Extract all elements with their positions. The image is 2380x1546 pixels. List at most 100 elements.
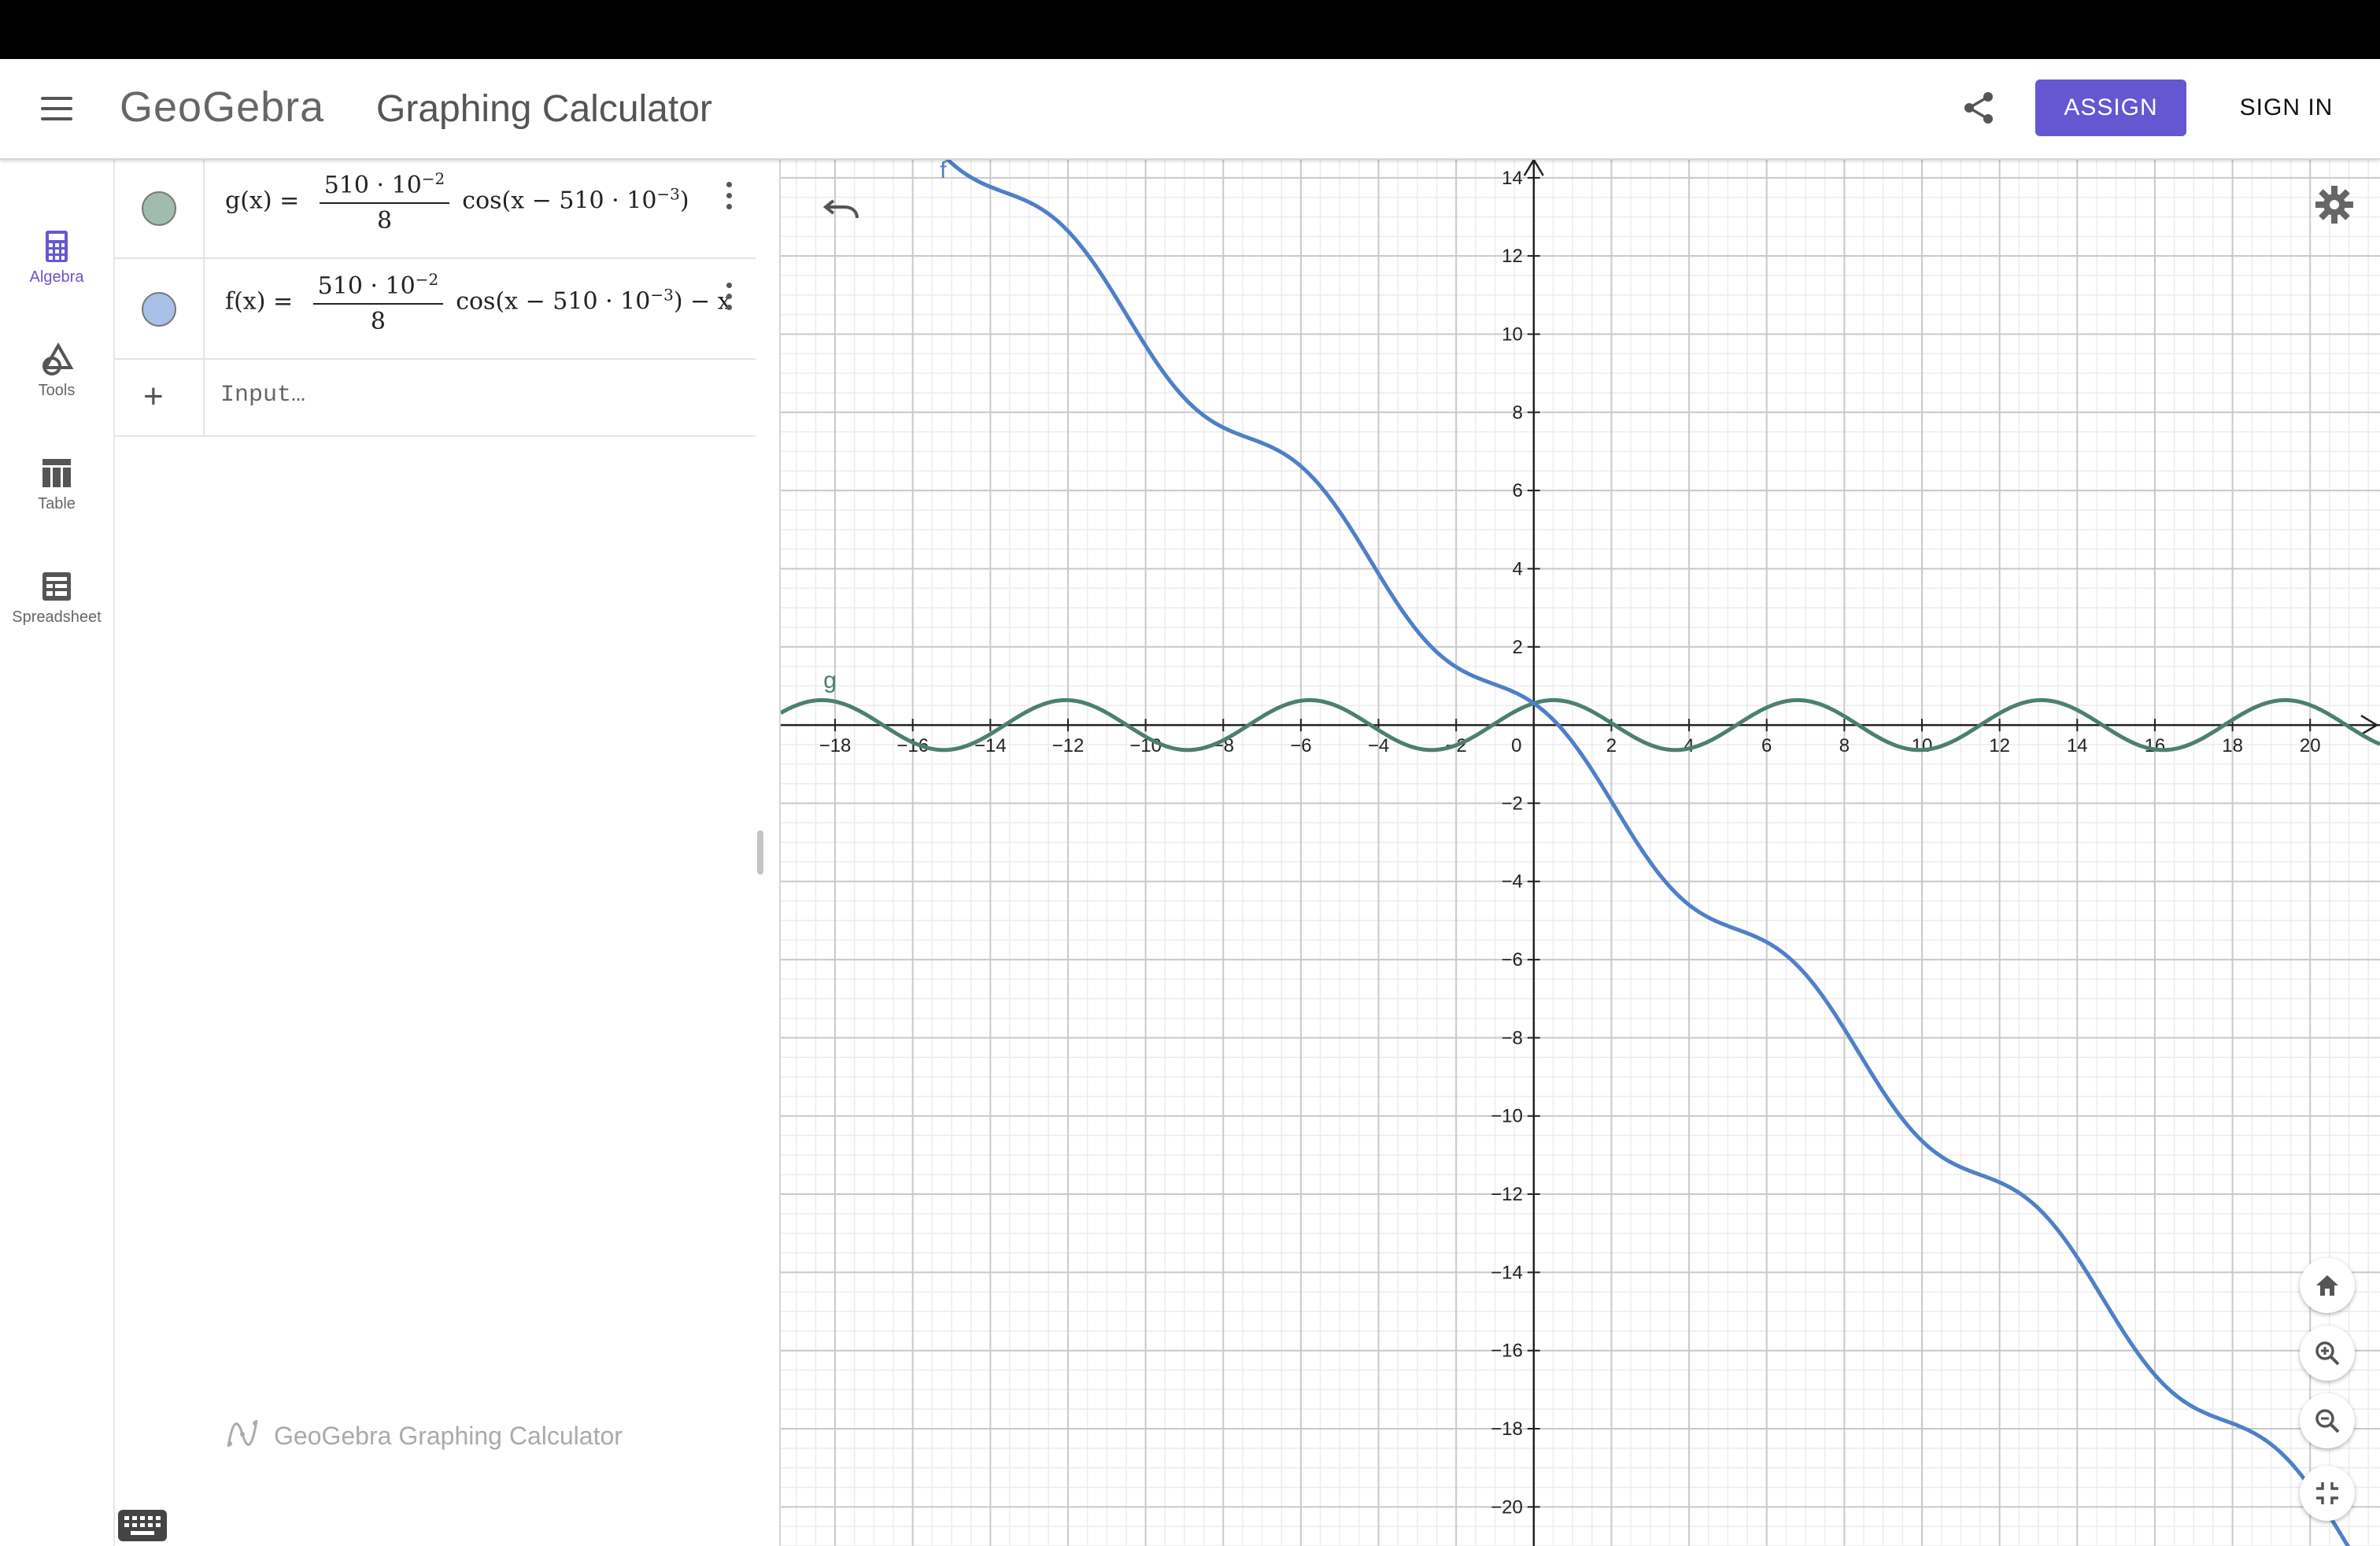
numerator-g: 510 · 10 xyxy=(323,172,422,199)
y-tick-label: 6 xyxy=(1512,480,1522,501)
y-tick-label: −18 xyxy=(1491,1418,1523,1440)
side-navigation: Algebra Tools Table Spreadsheet xyxy=(0,158,115,1546)
algebra-row-f[interactable]: f(x) = 510 · 10−2 8 cos(x − 510 · 10−3) … xyxy=(115,259,756,360)
y-axis-arrow xyxy=(1523,158,1544,176)
nav-tools-label: Tools xyxy=(38,382,76,399)
page-title: Graphing Calculator xyxy=(376,88,712,130)
x-tick-label: 16 xyxy=(2145,735,2166,756)
exit-fullscreen-icon xyxy=(2316,1482,2338,1504)
cos-term-f: cos(x − 510 · 10 xyxy=(456,287,651,316)
fraction-f: 510 · 10−2 8 xyxy=(312,270,444,335)
y-tick-label: −4 xyxy=(1501,871,1522,893)
zoom-in-button[interactable] xyxy=(2300,1326,2355,1381)
row-gutter xyxy=(115,259,205,358)
grid-minor xyxy=(781,158,2380,1546)
x-tick-label: −4 xyxy=(1368,735,1389,756)
geogebra-logo[interactable]: GeoGebra xyxy=(120,83,325,131)
sign-in-button[interactable]: SIGN IN xyxy=(2219,80,2353,136)
denominator-f: 8 xyxy=(370,308,386,335)
nav-table-label: Table xyxy=(38,495,76,512)
y-tick-label: −14 xyxy=(1491,1262,1523,1283)
menu-icon[interactable] xyxy=(41,97,72,120)
cos-close-g: ) xyxy=(679,187,689,215)
panel-resize-handle[interactable] xyxy=(757,830,763,875)
home-icon xyxy=(2316,1275,2338,1296)
zoom-out-icon xyxy=(2315,1409,2340,1433)
nav-spreadsheet[interactable]: Spreadsheet xyxy=(0,552,113,646)
settings-gear-icon[interactable] xyxy=(2314,184,2355,225)
shapes-icon xyxy=(42,342,74,375)
more-options-icon[interactable] xyxy=(724,182,732,213)
x-tick-label: 20 xyxy=(2300,735,2321,756)
x-axis-arrow xyxy=(2360,715,2379,736)
exit-fullscreen-button[interactable] xyxy=(2300,1466,2355,1521)
curve-g[interactable] xyxy=(781,697,2380,753)
curve-label-g: g xyxy=(823,668,837,693)
nav-tools[interactable]: Tools xyxy=(0,325,113,420)
x-tick-label: −18 xyxy=(819,735,852,756)
panel-divider[interactable] xyxy=(779,158,781,1546)
x-tick-label: 14 xyxy=(2067,735,2088,756)
formula-g[interactable]: g(x) = 510 · 10−2 8 cos(x − 510 · 10−3) xyxy=(225,169,689,235)
assign-button[interactable]: ASSIGN xyxy=(2035,80,2186,136)
algebra-input-row[interactable]: + Input… xyxy=(115,360,756,437)
footer-brand-text: GeoGebra Graphing Calculator xyxy=(274,1422,623,1450)
x-tick-label: 10 xyxy=(1912,735,1933,756)
more-options-icon[interactable] xyxy=(724,283,732,314)
add-icon[interactable]: + xyxy=(143,377,164,416)
y-tick-label: −20 xyxy=(1491,1496,1523,1518)
spreadsheet-icon xyxy=(42,572,71,601)
x-tick-label: −12 xyxy=(1052,735,1085,756)
curves[interactable]: gf xyxy=(781,158,2380,1546)
graph-logo-icon xyxy=(227,1419,258,1448)
x-tick-label: 0 xyxy=(1511,735,1521,756)
x-tick-label: 4 xyxy=(1683,735,1694,756)
x-tick-label: 6 xyxy=(1761,735,1772,756)
numerator-exponent-g: −2 xyxy=(421,169,445,188)
row-gutter xyxy=(115,158,205,257)
grid-major xyxy=(781,158,2380,1546)
algebra-input[interactable]: Input… xyxy=(220,382,306,409)
y-tick-label: 2 xyxy=(1512,637,1522,658)
nav-algebra[interactable]: Algebra xyxy=(0,212,113,306)
visibility-toggle-g[interactable] xyxy=(142,191,176,226)
share-icon[interactable] xyxy=(1960,89,1998,127)
tick-labels: −18 −16 −14 −12 −10 −8 −6 −4 −2 0 2 4 6 8 10 12 14 16 18 20… xyxy=(819,168,2321,1518)
y-tick-label: 8 xyxy=(1512,402,1522,423)
zoom-in-icon xyxy=(2315,1341,2340,1366)
x-tick-label: 2 xyxy=(1606,735,1617,756)
y-tick-label: 4 xyxy=(1512,558,1522,579)
formula-f[interactable]: f(x) = 510 · 10−2 8 cos(x − 510 · 10−3) … xyxy=(225,270,731,335)
curve-f[interactable] xyxy=(781,158,2380,1546)
undo-icon[interactable] xyxy=(822,193,860,224)
denominator-g: 8 xyxy=(376,207,393,235)
cos-close-f: ) − x xyxy=(673,287,731,316)
y-tick-label: −6 xyxy=(1501,949,1522,971)
algebra-row-g[interactable]: g(x) = 510 · 10−2 8 cos(x − 510 · 10−3) xyxy=(115,158,756,259)
x-tick-label: 12 xyxy=(1989,735,2010,756)
y-tick-label: −16 xyxy=(1491,1341,1523,1362)
y-tick-label: −2 xyxy=(1501,793,1522,814)
fraction-g: 510 · 10−2 8 xyxy=(319,169,450,235)
graph-canvas[interactable]: −18 −16 −14 −12 −10 −8 −6 −4 −2 0 2 4 6 8 10 12 14 16 18 20… xyxy=(781,158,2380,1546)
function-name-g: g(x) xyxy=(225,187,272,215)
nav-algebra-label: Algebra xyxy=(29,268,84,286)
system-bar xyxy=(0,0,2380,59)
curve-label-f: f xyxy=(940,158,947,183)
numerator-exponent-f: −2 xyxy=(415,270,439,289)
algebra-view: g(x) = 510 · 10−2 8 cos(x − 510 · 10−3) … xyxy=(115,158,779,1546)
graphics-view[interactable]: −18 −16 −14 −12 −10 −8 −6 −4 −2 0 2 4 6 8 10 12 14 16 18 20… xyxy=(781,158,2380,1546)
nav-table[interactable]: Table xyxy=(0,438,113,533)
cos-exponent-f: −3 xyxy=(650,285,674,305)
keyboard-icon[interactable] xyxy=(118,1510,167,1541)
visibility-toggle-f[interactable] xyxy=(142,292,176,327)
calculator-icon xyxy=(46,231,68,262)
app-header: GeoGebra Graphing Calculator ASSIGN SIGN… xyxy=(0,59,2380,160)
zoom-out-button[interactable] xyxy=(2300,1393,2355,1448)
table-icon xyxy=(42,459,71,487)
y-tick-label: 10 xyxy=(1502,324,1523,345)
y-tick-label: 12 xyxy=(1502,246,1523,267)
y-tick-label: −12 xyxy=(1491,1184,1523,1205)
home-button[interactable] xyxy=(2300,1258,2355,1313)
nav-spreadsheet-label: Spreadsheet xyxy=(12,608,102,626)
